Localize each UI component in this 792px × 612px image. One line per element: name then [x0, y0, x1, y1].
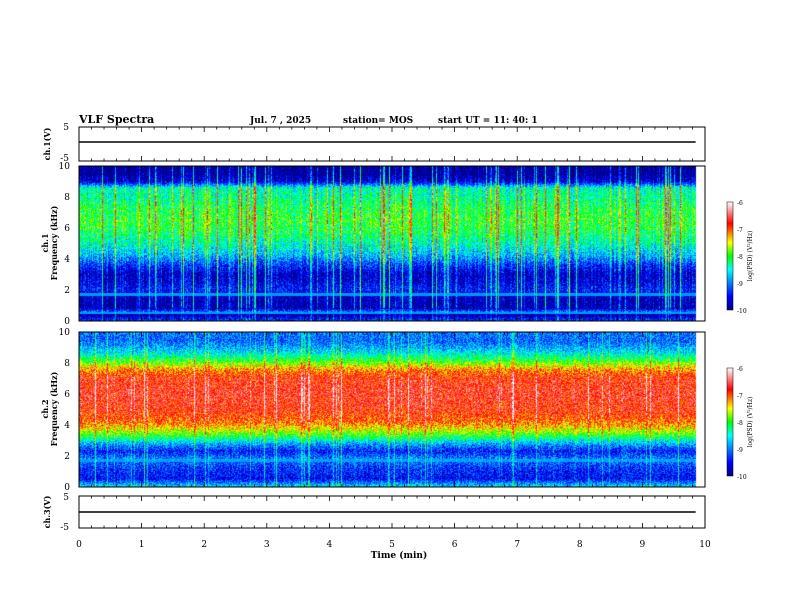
colorbar-tick: -7	[737, 227, 743, 234]
y-axis-label: ch.1(V)	[42, 127, 52, 160]
panel-frame	[78, 126, 706, 162]
x-tick-label: 8	[577, 540, 583, 550]
x-tick-label: 4	[327, 540, 333, 550]
spectrogram-ch1-image	[79, 166, 705, 321]
x-tick-label: 5	[389, 540, 395, 550]
colorbar-ramp	[726, 201, 734, 311]
station-label: station= MOS	[343, 116, 413, 126]
panel-ch2-spectrogram: 0 2 4 6 8 10 ch.2Frequency (kHz)	[40, 328, 706, 493]
colorbar-tick: -6	[737, 366, 743, 373]
panel-ch1-spectrogram: 0 2 4 6 8 10 ch.1Frequency (kHz)	[40, 162, 706, 327]
y-tick-label: 8	[64, 359, 70, 369]
colorbar-ch1: -6 -7 -8 -9 -10 log(PSD) (V²/Hz)	[726, 200, 754, 315]
colorbar-tick: -10	[737, 474, 747, 481]
x-tick-label: 3	[264, 540, 270, 550]
spectrogram-ch2-image	[79, 332, 705, 487]
y-tick-label: 6	[64, 390, 70, 400]
x-ticks	[78, 127, 706, 161]
x-tick-label: 10	[699, 540, 711, 550]
x-ticks	[78, 166, 706, 321]
x-tick-label: 7	[514, 540, 520, 550]
colorbar-tick: -6	[737, 200, 743, 207]
x-axis-label: Time (min)	[371, 550, 428, 561]
y-tick-label: 4	[64, 255, 70, 265]
panel-ch3-waveform: 5 -5 ch.3(V)	[42, 493, 706, 533]
x-tick-label: 9	[640, 540, 646, 550]
figure-title: VLF Spectra	[78, 113, 154, 126]
y-axis-label: ch.2Frequency (kHz)	[40, 371, 59, 446]
y-tick-label: 6	[64, 224, 70, 234]
colorbar-tick: -8	[737, 254, 743, 261]
y-tick-label: 4	[64, 421, 70, 431]
colorbar-ch2: -6 -7 -8 -9 -10 log(PSD) (V²/Hz)	[726, 366, 754, 481]
y-tick-label: 5	[63, 493, 69, 503]
y-axis-label: ch.1Frequency (kHz)	[40, 205, 59, 280]
colorbar-tick: -9	[737, 281, 743, 288]
x-tick-label: 0	[76, 540, 82, 550]
colorbar-tick: -7	[737, 393, 743, 400]
x-ticks	[78, 332, 706, 487]
y-tick-label: 10	[59, 328, 71, 338]
y-tick-label: 10	[59, 162, 71, 172]
y-tick-label: 5	[63, 123, 69, 133]
colorbar-tick: -10	[737, 308, 747, 315]
y-tick-label: -5	[60, 523, 69, 533]
x-tick-label: 2	[201, 540, 207, 550]
y-axis-label: ch.3(V)	[42, 495, 52, 528]
colorbar-ramp	[726, 367, 734, 477]
y-tick-label: 8	[64, 193, 70, 203]
colorbar-label: log(PSD) (V²/Hz)	[747, 397, 754, 448]
panel-ch1-waveform: 5 -5 ch.1(V)	[42, 123, 706, 164]
x-tick-label: 6	[452, 540, 458, 550]
start-time-label: start UT = 11: 40: 1	[438, 116, 538, 126]
colorbar-label: log(PSD) (V²/Hz)	[747, 231, 754, 282]
y-tick-label: 0	[64, 317, 70, 327]
x-axis-tick-labels: 0 1 2 3 4 5 6 7 8 9 10	[76, 540, 711, 550]
y-tick-label: 2	[64, 286, 70, 296]
y-ticks: 0 2 4 6 8 10	[59, 162, 71, 327]
y-ticks: 0 2 4 6 8 10	[59, 328, 71, 493]
x-ticks	[78, 496, 706, 528]
x-tick-label: 1	[139, 540, 145, 550]
date-label: Jul. 7 , 2025	[249, 116, 311, 126]
y-tick-label: 0	[64, 483, 70, 493]
y-tick-label: 2	[64, 452, 70, 462]
colorbar-tick: -8	[737, 420, 743, 427]
y-tick-label: -5	[60, 154, 69, 164]
colorbar-tick: -9	[737, 447, 743, 454]
